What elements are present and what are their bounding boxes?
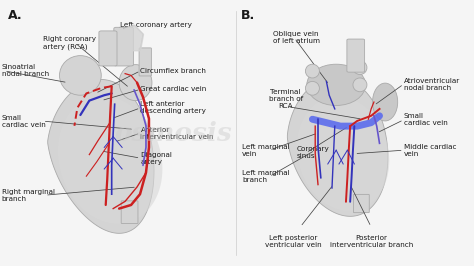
- Text: Left coronary artery: Left coronary artery: [119, 22, 191, 27]
- Ellipse shape: [60, 56, 101, 95]
- Polygon shape: [297, 97, 389, 211]
- Text: osmosis: osmosis: [114, 120, 232, 146]
- FancyBboxPatch shape: [99, 31, 117, 66]
- Text: Middle cardiac
vein: Middle cardiac vein: [404, 144, 456, 157]
- Ellipse shape: [353, 61, 367, 74]
- Text: Diagonal
artery: Diagonal artery: [140, 152, 173, 165]
- Text: Right coronary
artery (RCA): Right coronary artery (RCA): [43, 36, 96, 50]
- FancyBboxPatch shape: [347, 39, 365, 72]
- Ellipse shape: [305, 64, 319, 78]
- Text: Left marginal
vein: Left marginal vein: [242, 144, 290, 157]
- FancyBboxPatch shape: [354, 194, 369, 213]
- Text: Left anterior
descending artery: Left anterior descending artery: [140, 101, 206, 114]
- Text: Oblique vein
of left atrium: Oblique vein of left atrium: [273, 31, 320, 44]
- Text: Small
cardiac vein: Small cardiac vein: [404, 113, 447, 126]
- Polygon shape: [287, 77, 388, 216]
- FancyBboxPatch shape: [121, 201, 138, 223]
- FancyBboxPatch shape: [139, 48, 151, 76]
- Ellipse shape: [373, 83, 398, 121]
- Text: Atrioventricular
nodal branch: Atrioventricular nodal branch: [404, 78, 460, 90]
- Ellipse shape: [353, 78, 367, 92]
- Text: Left posterior
ventricular vein: Left posterior ventricular vein: [265, 235, 322, 248]
- Ellipse shape: [307, 64, 365, 106]
- Text: Coronary
sinus: Coronary sinus: [297, 146, 329, 159]
- Text: Terminal
branch of
RCA: Terminal branch of RCA: [269, 89, 303, 109]
- Text: Circumflex branch: Circumflex branch: [140, 68, 206, 74]
- Text: Sinoatrial
nodal branch: Sinoatrial nodal branch: [1, 64, 49, 77]
- Polygon shape: [58, 96, 163, 224]
- Text: Anterior
interventricular vein: Anterior interventricular vein: [140, 127, 214, 139]
- Text: Left marginal
branch: Left marginal branch: [242, 170, 290, 183]
- Text: Great cardiac vein: Great cardiac vein: [140, 86, 207, 92]
- Text: A.: A.: [8, 9, 22, 22]
- Text: Right marginal
branch: Right marginal branch: [1, 189, 55, 202]
- Polygon shape: [48, 80, 154, 233]
- Text: B.: B.: [241, 9, 255, 22]
- Ellipse shape: [119, 65, 152, 101]
- Ellipse shape: [305, 81, 319, 95]
- FancyBboxPatch shape: [114, 27, 133, 66]
- Text: Small
cardiac vein: Small cardiac vein: [1, 115, 46, 128]
- Text: Posterior
interventricular branch: Posterior interventricular branch: [329, 235, 413, 248]
